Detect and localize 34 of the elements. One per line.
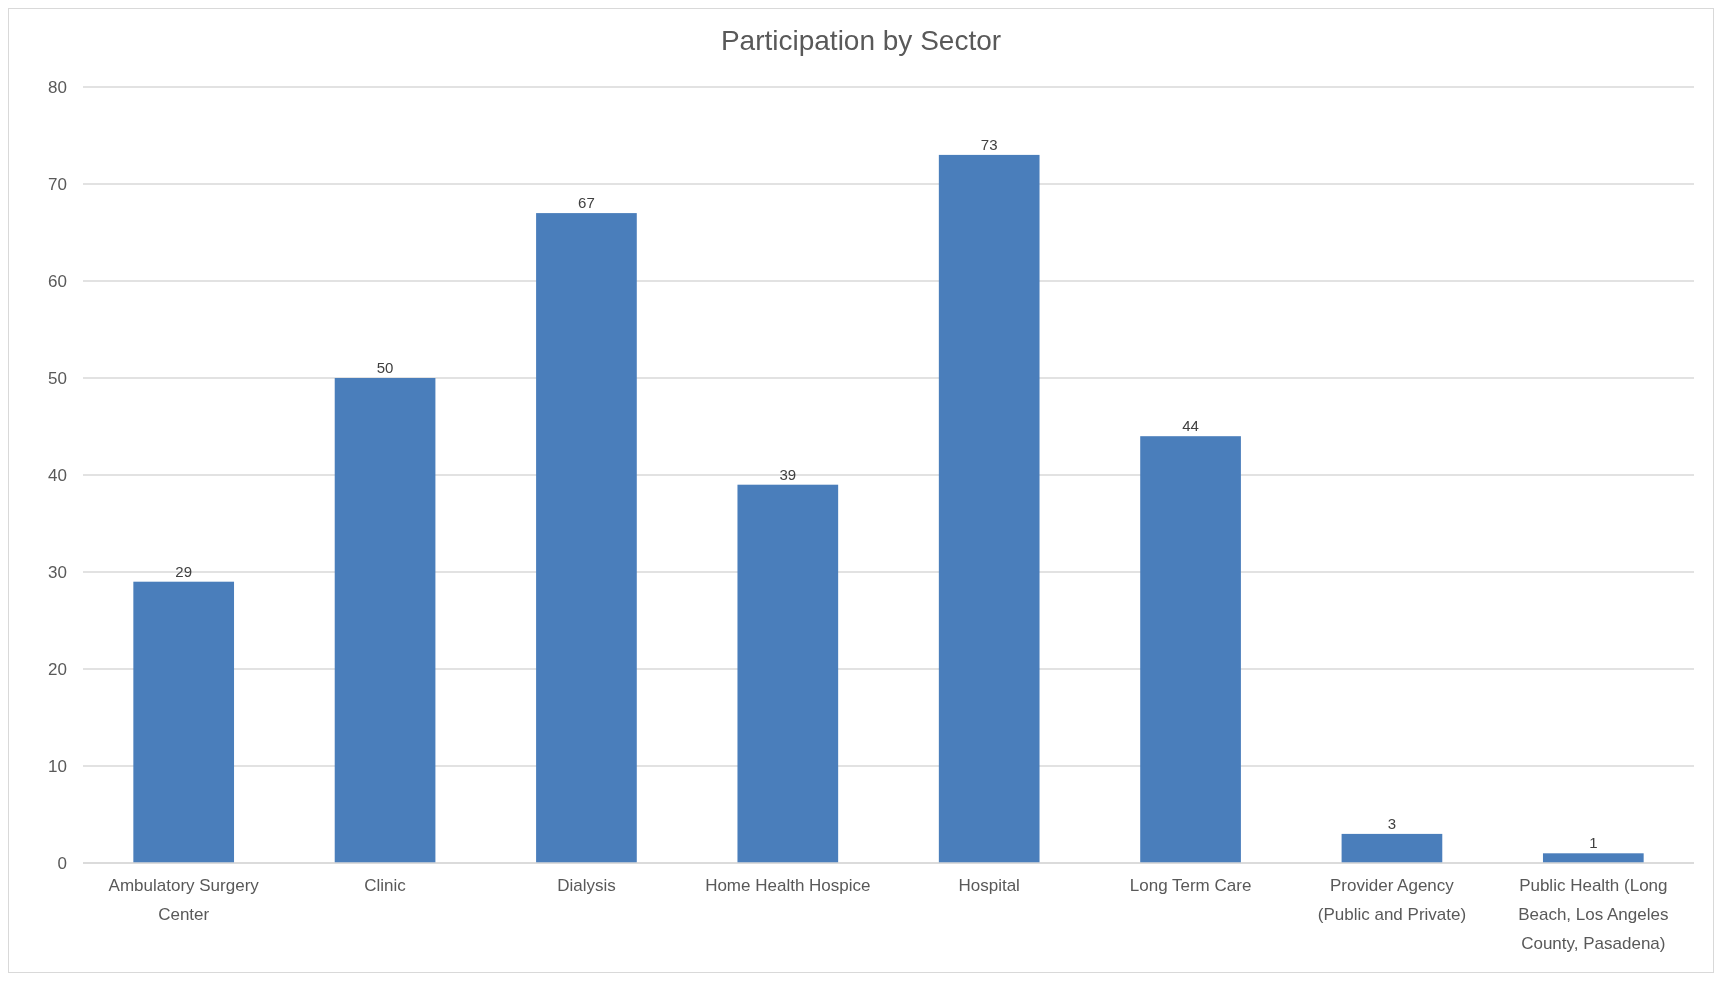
x-tick-label: Public Health (Long Beach, Los Angeles County, Pasadena) bbox=[1518, 876, 1669, 953]
y-tick-label: 70 bbox=[48, 174, 67, 194]
chart-title: Participation by Sector bbox=[720, 25, 1002, 56]
y-tick-label: 0 bbox=[57, 853, 67, 873]
data-label: 1 bbox=[1589, 834, 1598, 852]
x-tick-label: Dialysis bbox=[557, 876, 616, 895]
y-tick-label: 40 bbox=[48, 465, 67, 485]
bar bbox=[133, 581, 235, 863]
y-tick-label: 80 bbox=[48, 77, 67, 97]
bar bbox=[1341, 833, 1443, 863]
bar bbox=[536, 213, 637, 863]
data-label: 29 bbox=[175, 562, 193, 580]
bar bbox=[1542, 853, 1644, 863]
data-label: 73 bbox=[980, 135, 998, 153]
y-tick-label: 60 bbox=[48, 271, 67, 291]
x-tick-label: Clinic bbox=[364, 876, 407, 895]
x-tick-label: Home Health Hospice bbox=[705, 876, 871, 895]
y-tick-label: 10 bbox=[48, 756, 67, 776]
x-tick-label: Hospital bbox=[958, 876, 1020, 895]
data-label: 50 bbox=[376, 359, 394, 376]
y-tick-label: 30 bbox=[48, 562, 67, 582]
bar bbox=[938, 154, 1040, 863]
data-label: 39 bbox=[779, 465, 797, 483]
x-tick-label: Ambulatory Surgery Center bbox=[108, 876, 260, 924]
data-label: 67 bbox=[578, 194, 595, 212]
data-label: 44 bbox=[1182, 417, 1199, 435]
y-tick-label: 50 bbox=[48, 368, 67, 388]
bar bbox=[737, 484, 839, 863]
x-tick-label: Long Term Care bbox=[1129, 876, 1252, 895]
x-tick-label: Provider Agency (Public and Private) bbox=[1317, 876, 1467, 924]
data-label: 3 bbox=[1387, 814, 1397, 832]
bar bbox=[334, 378, 436, 863]
y-tick-label: 20 bbox=[48, 659, 67, 679]
bar bbox=[1140, 436, 1241, 863]
